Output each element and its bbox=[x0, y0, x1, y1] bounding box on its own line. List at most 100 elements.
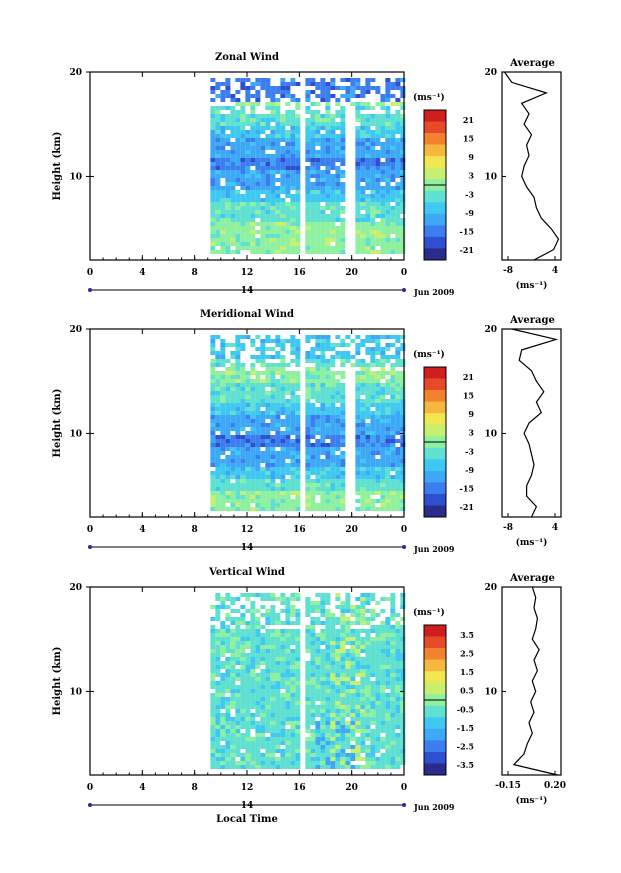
colorbar-segment bbox=[424, 751, 446, 764]
colorbar-segment bbox=[424, 682, 446, 695]
average-frame bbox=[501, 586, 562, 776]
panel-title: Vertical Wind bbox=[208, 567, 285, 578]
y-axis-label: Height (km) bbox=[52, 132, 63, 201]
panel-1: Zonal Wind 10 20 Height (km) 0 4 8 12 16 20 0 14 Jun… bbox=[52, 52, 562, 297]
colorbar-unit: (ms⁻¹) bbox=[413, 349, 445, 360]
colorbar-unit: (ms⁻¹) bbox=[413, 92, 445, 103]
colorbar-segment bbox=[424, 740, 446, 753]
heatmap-cells bbox=[210, 335, 406, 511]
colorbar-segment bbox=[424, 248, 446, 261]
colorbar-segment bbox=[424, 144, 446, 157]
colorbar-segment bbox=[424, 505, 446, 518]
colorbar-segment bbox=[424, 648, 446, 660]
colorbar-tick-label: 9 bbox=[468, 152, 474, 162]
x-tick-label: 20 bbox=[345, 268, 358, 278]
avg-y-tick-label: 10 bbox=[484, 429, 497, 439]
x-tick-label: 4 bbox=[139, 525, 145, 535]
y-tick-label: 20 bbox=[69, 325, 82, 335]
x-tick-label: 8 bbox=[192, 525, 198, 535]
panel-title: Meridional Wind bbox=[200, 309, 294, 320]
x-tick-label: 0 bbox=[87, 783, 93, 793]
avg-y-tick-label: 20 bbox=[484, 325, 497, 335]
colorbar-segment bbox=[424, 110, 446, 122]
y-tick-label: 20 bbox=[69, 68, 82, 78]
colorbar-tick-label: 21 bbox=[463, 372, 474, 382]
day-axis-marker bbox=[402, 288, 406, 292]
colorbar-tick-label: 21 bbox=[463, 115, 474, 125]
avg-y-tick-label: 10 bbox=[484, 687, 497, 697]
colorbar-tick-label: -15 bbox=[460, 483, 474, 493]
date-label: Jun 2009 bbox=[413, 287, 455, 297]
x-tick-label: 0 bbox=[87, 268, 93, 278]
colorbar-tick-label: 15 bbox=[463, 134, 474, 144]
colorbar-segment bbox=[424, 225, 446, 238]
x-tick-label: 16 bbox=[293, 783, 306, 793]
x-tick-label: 12 bbox=[241, 783, 254, 793]
colorbar-tick-label: 15 bbox=[463, 391, 474, 401]
avg-x-tick-label: -8 bbox=[503, 523, 513, 533]
average-unit: (ms⁻¹) bbox=[516, 537, 548, 548]
colorbar-segment bbox=[424, 167, 446, 180]
x-tick-label: 0 bbox=[401, 525, 407, 535]
panel-3: Vertical Wind 10 20 Height (km) 0 4 8 12 16 20 0 14… bbox=[52, 567, 566, 812]
colorbar-segment bbox=[424, 390, 446, 402]
average-frame bbox=[501, 71, 562, 261]
colorbar-tick-label: 2.5 bbox=[460, 649, 474, 659]
average-profile-line bbox=[511, 328, 559, 518]
y-axis-label: Height (km) bbox=[52, 389, 63, 458]
average-profile-line bbox=[504, 71, 560, 261]
y-tick-label: 10 bbox=[69, 687, 82, 697]
colorbar-segment bbox=[424, 482, 446, 495]
colorbar-segment bbox=[424, 367, 446, 379]
colorbar-tick-label: -9 bbox=[465, 208, 474, 218]
average-unit: (ms⁻¹) bbox=[516, 280, 548, 291]
avg-y-tick-label: 20 bbox=[484, 68, 497, 78]
colorbar-segment bbox=[424, 447, 446, 460]
colorbar-tick-label: -3.5 bbox=[457, 760, 474, 770]
colorbar-segment bbox=[424, 659, 446, 672]
avg-x-tick-label: 4 bbox=[552, 266, 558, 276]
colorbar-segment bbox=[424, 636, 446, 649]
day-axis-marker bbox=[88, 803, 92, 807]
avg-x-tick-label: 4 bbox=[552, 523, 558, 533]
colorbar-tick-label: -2.5 bbox=[457, 741, 474, 751]
colorbar-segment bbox=[424, 121, 446, 134]
y-axis-label: Height (km) bbox=[52, 647, 63, 716]
average-title: Average bbox=[509, 573, 555, 584]
colorbar-segment bbox=[424, 213, 446, 226]
panel-2: Meridional Wind 10 20 Height (km) 0 4 8 12 16 20 0… bbox=[52, 309, 562, 554]
x-tick-label: 0 bbox=[87, 525, 93, 535]
x-tick-label: 16 bbox=[293, 525, 306, 535]
x-tick-label: 4 bbox=[139, 783, 145, 793]
average-title: Average bbox=[509, 315, 555, 326]
y-tick-label: 20 bbox=[69, 583, 82, 593]
colorbar-tick-label: 9 bbox=[468, 409, 474, 419]
average-profile-line bbox=[512, 586, 558, 776]
colorbar-tick-label: -3 bbox=[465, 446, 474, 456]
colorbar-tick-label: -0.5 bbox=[457, 704, 474, 714]
colorbar-tick-label: -21 bbox=[460, 502, 474, 512]
day-axis-marker bbox=[88, 288, 92, 292]
colorbar-segment bbox=[424, 728, 446, 741]
colorbar-segment bbox=[424, 401, 446, 414]
colorbar-tick-label: 3 bbox=[468, 171, 474, 181]
average-frame bbox=[501, 328, 562, 518]
x-tick-label: 20 bbox=[345, 783, 358, 793]
x-tick-label: 8 bbox=[192, 268, 198, 278]
avg-y-tick-label: 10 bbox=[484, 172, 497, 182]
colorbar-tick-label: 3.5 bbox=[460, 630, 474, 640]
colorbar-segment bbox=[424, 236, 446, 249]
day-axis-marker bbox=[402, 803, 406, 807]
colorbar-tick-label: -3 bbox=[465, 189, 474, 199]
x-axis-label: Local Time bbox=[216, 814, 278, 825]
x-tick-label: 12 bbox=[241, 268, 254, 278]
avg-x-tick-label: -0.15 bbox=[495, 781, 521, 791]
colorbar-tick-label: -21 bbox=[460, 245, 474, 255]
colorbar-tick-label: -15 bbox=[460, 226, 474, 236]
day-label: 14 bbox=[241, 286, 254, 296]
day-axis-marker bbox=[88, 545, 92, 549]
x-tick-label: 8 bbox=[192, 783, 198, 793]
colorbar-segment bbox=[424, 625, 446, 637]
colorbar-segment bbox=[424, 470, 446, 483]
